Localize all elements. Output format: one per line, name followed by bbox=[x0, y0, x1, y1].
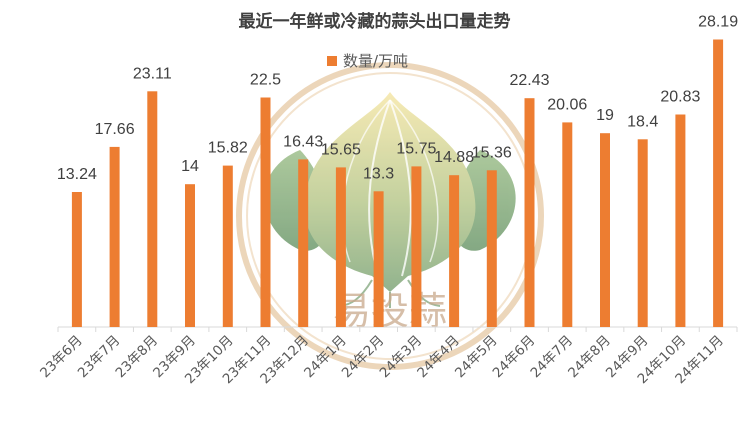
data-label-14: 20.06 bbox=[547, 96, 587, 113]
legend: 数量/万吨 bbox=[327, 52, 408, 70]
watermark-text: 易投蒜 bbox=[333, 289, 447, 333]
bar-5 bbox=[222, 165, 233, 327]
bars bbox=[71, 39, 724, 328]
legend-swatch bbox=[327, 56, 337, 66]
bar-4 bbox=[185, 184, 195, 327]
data-label-10: 15.75 bbox=[396, 140, 436, 157]
bar-15 bbox=[600, 133, 610, 327]
chart-title: 最近一年鲜或冷藏的蒜头出口量走势 bbox=[239, 11, 511, 32]
data-label-17: 20.83 bbox=[660, 89, 700, 106]
data-label-3: 23.11 bbox=[133, 65, 172, 82]
data-label-5: 15.82 bbox=[208, 140, 248, 157]
data-labels: 13.24 17.66 23.11 14 15.82 22.5 16.4315.6513.3… bbox=[57, 14, 738, 184]
data-label-6: 22.5 bbox=[250, 72, 281, 89]
data-label-2: 17.66 bbox=[95, 121, 135, 138]
bar-6 bbox=[260, 97, 271, 327]
bar-1 bbox=[71, 192, 82, 327]
bar-3 bbox=[147, 91, 158, 327]
data-label-9: 13.3 bbox=[363, 165, 394, 182]
data-label-15: 19 bbox=[596, 107, 614, 124]
data-label-18: 28.19 bbox=[698, 14, 738, 31]
x-axis-labels: 23年6月23年7月23年8月23年9月23年10月23年11月23年12月24… bbox=[37, 333, 727, 388]
bar-7 bbox=[298, 159, 309, 327]
x-axis-ticks bbox=[57, 327, 738, 332]
bar-8 bbox=[335, 167, 346, 327]
bar-17 bbox=[675, 114, 686, 327]
data-label-12: 15.36 bbox=[472, 144, 512, 161]
data-label-16: 18.4 bbox=[627, 113, 658, 130]
data-label-13: 22.43 bbox=[509, 72, 549, 89]
bar-9 bbox=[373, 191, 384, 327]
bar-2 bbox=[109, 146, 120, 327]
bar-13 bbox=[524, 98, 535, 327]
data-label-11: 14.88 bbox=[434, 149, 474, 166]
bar-16 bbox=[637, 139, 648, 327]
bar-12 bbox=[486, 170, 497, 327]
bar-14 bbox=[562, 122, 573, 328]
data-label-4: 14 bbox=[181, 158, 199, 175]
bar-18 bbox=[713, 39, 724, 327]
legend-label: 数量/万吨 bbox=[343, 52, 408, 70]
data-label-8: 15.65 bbox=[321, 141, 361, 158]
bar-11 bbox=[449, 175, 460, 327]
data-label-1: 13.24 bbox=[57, 166, 97, 183]
data-label-7: 16.43 bbox=[283, 133, 323, 150]
bar-10 bbox=[411, 166, 422, 327]
